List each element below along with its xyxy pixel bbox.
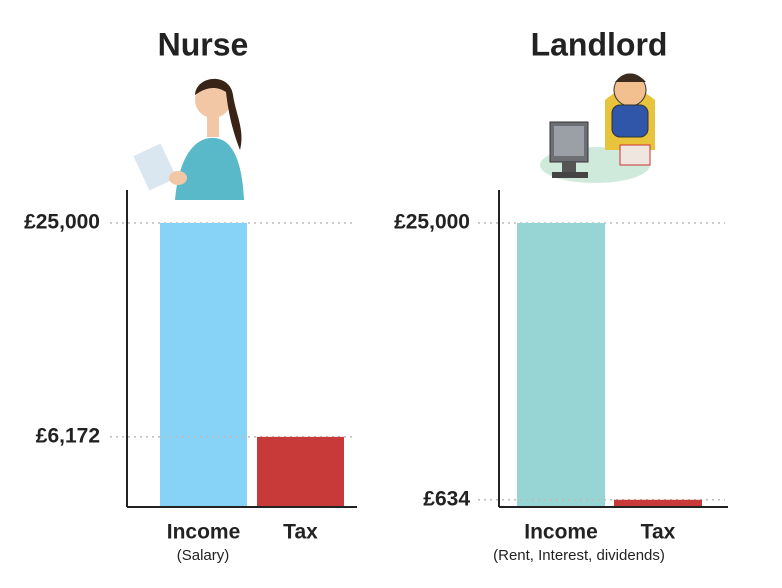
x-tick-label: Tax	[641, 521, 676, 544]
bar	[160, 222, 247, 507]
value-label: £25,000	[24, 210, 100, 233]
panel-title: Nurse	[158, 26, 249, 62]
x-axis-note: (Salary)	[177, 547, 230, 564]
x-axis-note: (Rent, Interest, dividends)	[493, 547, 665, 564]
x-tick-label: Tax	[283, 521, 318, 544]
value-label: £6,172	[36, 424, 100, 447]
x-tick-label: Income	[524, 521, 598, 544]
panel-title: Landlord	[531, 26, 668, 62]
value-label: £25,000	[394, 210, 470, 233]
nurse-illustration	[133, 78, 244, 200]
bar	[517, 222, 605, 507]
value-label: £634	[423, 487, 470, 510]
bar	[257, 436, 344, 507]
bar	[614, 499, 702, 507]
landlord-illustration	[540, 73, 655, 183]
x-tick-label: Income	[167, 521, 241, 544]
